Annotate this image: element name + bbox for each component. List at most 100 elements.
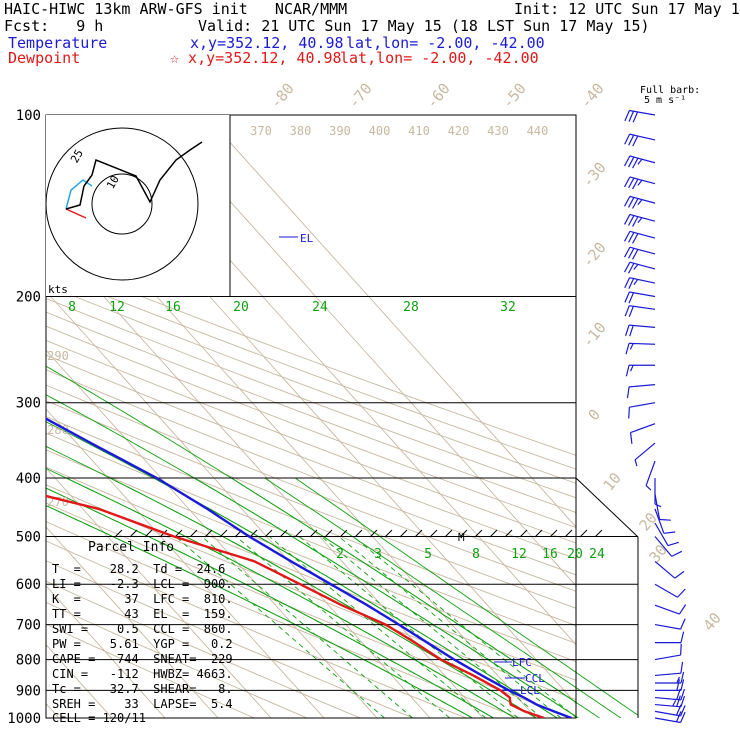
isotherm-line	[98, 115, 576, 646]
hatch-mark	[564, 529, 573, 538]
moist-adiabat-line	[46, 478, 494, 718]
hodograph-ring-inner	[91, 173, 153, 235]
wind-barb-flag	[628, 278, 635, 290]
parcel-row: TT = 43 EL = 159.	[52, 607, 233, 621]
wind-barb-flag	[630, 364, 634, 372]
dewpoint-profile	[46, 494, 545, 718]
theta-label: 430	[487, 124, 509, 138]
hatch-mark	[174, 529, 183, 538]
wind-barb-flag	[676, 695, 681, 707]
parcel-row: K = 37 LFC = 810.	[52, 592, 233, 606]
wind-barb-flag	[680, 688, 686, 701]
wind-barb-staff	[654, 508, 665, 534]
parcel-info-title: Parcel Info	[88, 540, 175, 555]
wind-barb-staff	[629, 277, 656, 284]
dry-adiabat-line	[46, 560, 414, 718]
isotherm-label: -10	[579, 319, 610, 351]
isotherm-line	[46, 585, 166, 718]
isotherm-line	[46, 231, 484, 718]
hatch-mark	[144, 529, 153, 538]
hatch-mark	[549, 529, 558, 538]
wind-barb-flag	[623, 155, 631, 167]
moist-adiabat-line	[46, 478, 537, 718]
isotherm-label: -50	[499, 80, 530, 112]
wind-barb-flag	[676, 679, 681, 691]
wind-barb	[634, 442, 656, 467]
mixing-ratio-label: 16	[542, 547, 558, 562]
wind-barb-flag	[626, 386, 630, 399]
isotherm-line	[46, 467, 272, 718]
hatch-mark	[459, 529, 468, 538]
isotherm-line	[46, 408, 325, 718]
mixing-ratio-label: 12	[511, 547, 527, 562]
hodograph-units: kts	[48, 283, 68, 296]
wind-barb-staff	[654, 717, 681, 724]
parcel-row: T = 28.2 Td = 24.6	[52, 562, 226, 576]
wind-barb-staff	[629, 261, 656, 270]
hodograph-segment	[65, 208, 87, 219]
wind-barb	[654, 536, 683, 557]
lower-frame	[575, 477, 639, 718]
wind-barb-flag	[623, 196, 631, 207]
mixing-ratio-line	[353, 536, 578, 718]
wind-barb-flag	[623, 231, 631, 242]
wind-barb-flag	[623, 261, 631, 273]
dry-adiabat-line	[46, 297, 576, 499]
valid-time: Valid: 21 UTC Sun 17 May 15 (18 LST Sun …	[198, 17, 650, 35]
wind-barb-flag	[628, 262, 635, 274]
wind-barb-flag	[632, 135, 639, 147]
isotherm-line	[46, 115, 576, 705]
wind-barb-flag	[628, 156, 635, 168]
wind-barb-flag	[680, 671, 685, 684]
hatch-mark	[384, 529, 393, 538]
wind-barb-staff	[654, 696, 681, 701]
pressure-tick-label: 400	[16, 471, 41, 487]
hatch-mark	[414, 529, 423, 538]
moist-adiabat-line	[46, 478, 579, 718]
wind-barb-flag	[623, 246, 631, 258]
mixing-ratio-label: 8	[472, 547, 480, 562]
hatch-mark	[249, 529, 258, 538]
el-label: EL	[300, 232, 314, 245]
wind-barb-flag	[624, 291, 630, 303]
hatch-mark	[354, 529, 363, 538]
hatch-mark	[189, 529, 198, 538]
dry-adiabat-line	[46, 521, 520, 718]
wind-barb-staff	[630, 423, 656, 434]
theta-label: 280	[47, 423, 69, 437]
hatch-mark	[429, 529, 438, 538]
forecast-hour: Fcst: 9 h	[4, 17, 104, 35]
wind-barb-flag	[628, 215, 635, 226]
wind-barb-staff	[654, 604, 680, 615]
dry-adiabat-line	[46, 502, 573, 718]
theta-e-label: 24	[312, 300, 328, 315]
wind-barb	[654, 643, 682, 661]
dry-adiabat-line	[46, 623, 255, 718]
wind-barb	[623, 195, 656, 209]
wind-barb-flag	[632, 233, 639, 244]
hatch-mark	[204, 529, 213, 538]
mixing-ratio-line	[321, 536, 543, 718]
wind-barb-staff	[629, 305, 656, 310]
moist-adiabat-line	[46, 478, 558, 718]
hatch-mark	[294, 529, 303, 538]
parcel-row: CAPE = 744 SNEAT= 229	[52, 652, 233, 666]
wind-barb-staff	[654, 624, 681, 630]
hodograph-background	[46, 115, 230, 296]
wind-barb-flag	[623, 176, 631, 188]
wind-barb-flag	[632, 157, 639, 169]
isotherm-line	[151, 115, 576, 587]
wind-barb-staff	[629, 133, 656, 141]
theta-e-label: 20	[233, 300, 249, 315]
isotherm-label: 10	[599, 469, 624, 494]
wind-barb	[654, 661, 684, 677]
wind-barb-staff	[629, 324, 656, 328]
wind-barb	[623, 213, 656, 227]
dry-adiabat-line	[46, 311, 576, 514]
hatch-mark	[129, 529, 138, 538]
mixing-ratio-label: 24	[589, 547, 605, 562]
wind-barb-flag	[629, 432, 633, 444]
wind-barb	[654, 560, 685, 579]
theta-e-label: 12	[109, 300, 125, 315]
